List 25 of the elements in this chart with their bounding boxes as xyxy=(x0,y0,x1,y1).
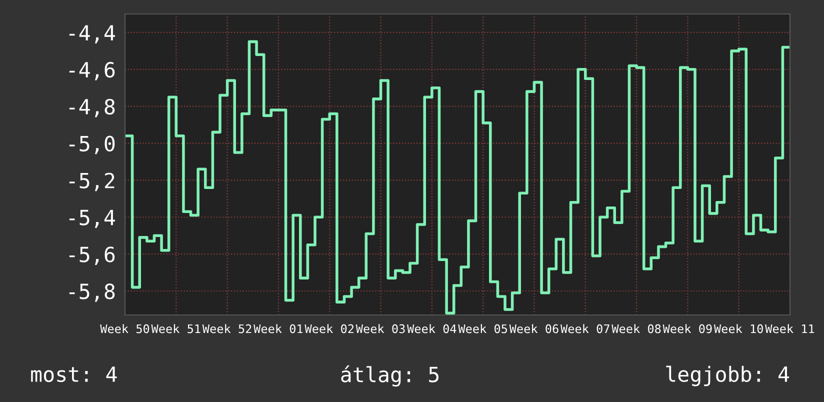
y-tick-label: -4,4 xyxy=(69,25,115,44)
x-tick-label: Week 50 xyxy=(100,324,150,334)
x-tick-label: Week 10 xyxy=(714,324,763,334)
x-tick-label: Week 04 xyxy=(407,324,456,334)
x-tick-label: Week 06 xyxy=(509,324,558,334)
y-tick-label: -5,6 xyxy=(69,246,115,265)
text: legjobb: 4 xyxy=(666,366,790,386)
x-tick-label: Week 08 xyxy=(612,324,661,334)
y-tick-label: -4,6 xyxy=(69,62,115,80)
y-tick-label: -5,8 xyxy=(69,284,115,302)
x-tick-label: Week 07 xyxy=(560,324,610,334)
text: most: 4 xyxy=(31,366,117,382)
y-tick-label: -5,4 xyxy=(69,210,115,228)
x-tick-label: Week 02 xyxy=(304,324,354,334)
x-tick-label: Week 52 xyxy=(202,324,252,334)
text: átlag: 5 xyxy=(341,365,439,387)
y-tick-label: -4,8 xyxy=(69,98,115,118)
y-tick-label: -5,2 xyxy=(69,172,114,192)
x-tick-label: Week 11 xyxy=(765,324,814,334)
x-tick-label: Week 01 xyxy=(254,324,303,334)
x-tick-label: Week 03 xyxy=(356,324,405,334)
x-tick-label: Week 51 xyxy=(151,324,200,334)
x-tick-label: Week 09 xyxy=(662,324,712,334)
x-tick-label: Week 05 xyxy=(458,324,508,334)
y-tick-label: -5,0 xyxy=(69,136,115,154)
